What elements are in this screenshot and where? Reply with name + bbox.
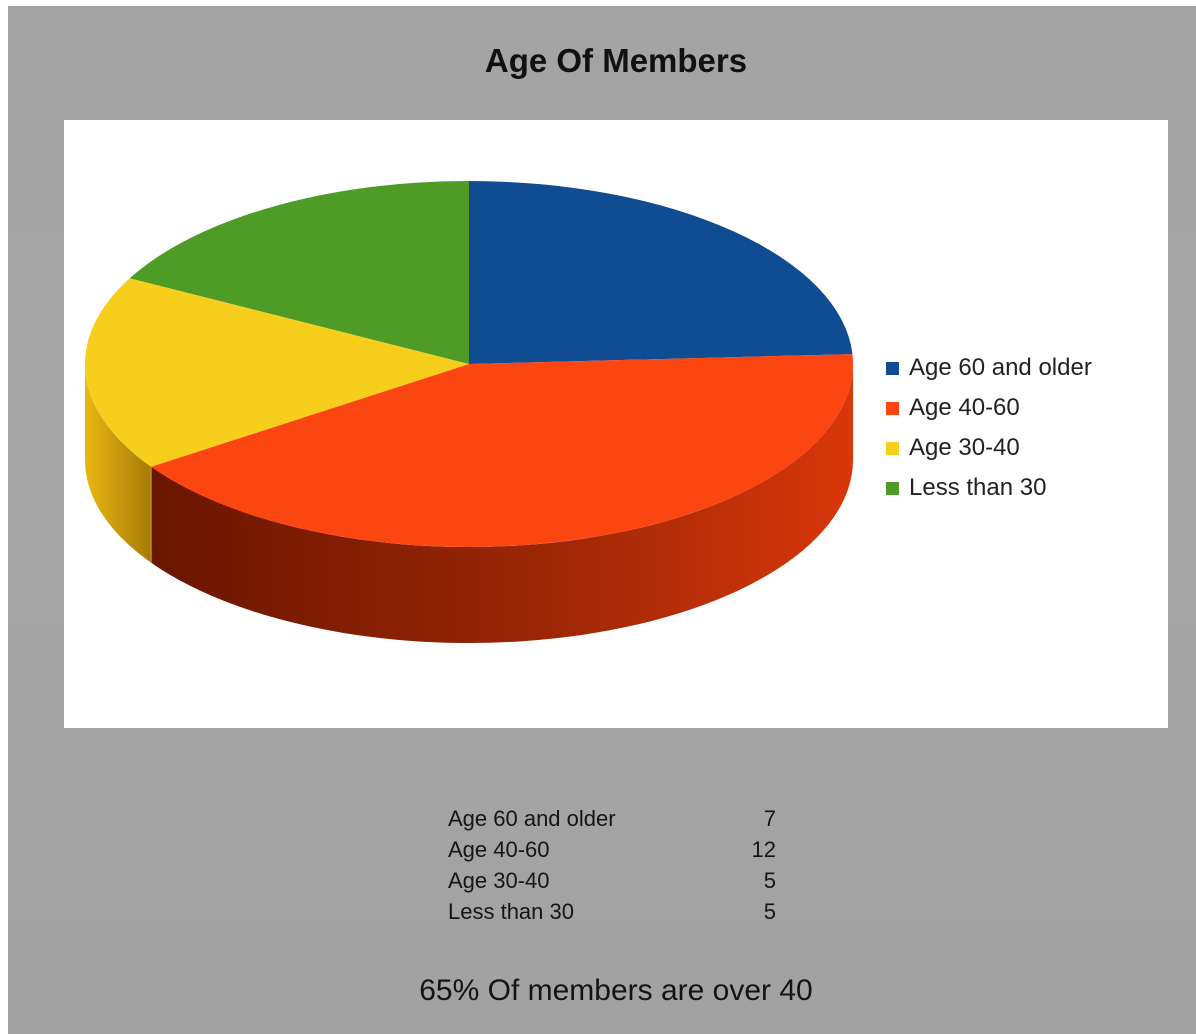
- table-cell-value: 7: [763, 806, 776, 831]
- table-cell-label: Age 40-60: [448, 837, 550, 862]
- legend-swatch: [886, 481, 899, 495]
- legend-item: Less than 30: [886, 468, 1092, 508]
- pie-slice-age-60-and-older: [469, 181, 853, 364]
- pie-slice-less-than-30: [129, 181, 469, 364]
- legend-swatch: [886, 361, 899, 375]
- chart-title: Age Of Members: [484, 42, 748, 79]
- table-row: Age 30-40 5: [448, 865, 776, 896]
- chart-panel: Age 60 and older Age 40-60 Age 30-40 Les…: [64, 120, 1168, 728]
- legend-label: Less than 30: [909, 474, 1047, 501]
- table-row: Age 40-60 12: [448, 834, 776, 865]
- slide: Age Of Members: [8, 6, 1196, 1034]
- table-cell-label: Age 30-40: [448, 868, 550, 893]
- table-cell-label: Less than 30: [448, 899, 574, 924]
- summary-text: 65% Of members are over 40: [419, 974, 813, 1007]
- table-row: Age 60 and older 7: [448, 803, 776, 834]
- legend-swatch: [886, 441, 899, 455]
- legend-label: Age 30-40: [909, 434, 1020, 461]
- pie-slice-age-30-40: [84, 278, 469, 467]
- pie-slice-age-40-60: [151, 354, 854, 548]
- legend-item: Age 30-40: [886, 428, 1092, 468]
- legend-item: Age 60 and older: [886, 348, 1092, 388]
- legend-label: Age 60 and older: [909, 354, 1092, 381]
- pie-side-age-40-60: [151, 364, 854, 644]
- legend-item: Age 40-60: [886, 388, 1092, 428]
- table-cell-value: 5: [763, 899, 776, 924]
- data-table: Age 60 and older 7 Age 40-60 12 Age 30-4…: [448, 803, 776, 927]
- chart-legend: Age 60 and older Age 40-60 Age 30-40 Les…: [886, 348, 1092, 508]
- legend-label: Age 40-60: [909, 394, 1020, 421]
- table-cell-value: 12: [751, 837, 776, 862]
- pie-chart: [84, 181, 854, 644]
- legend-swatch: [886, 401, 899, 415]
- table-cell-label: Age 60 and older: [448, 806, 616, 831]
- table-cell-value: 5: [763, 868, 776, 893]
- pie-side-age-30-40: [85, 364, 152, 563]
- table-row: Less than 30 5: [448, 896, 776, 927]
